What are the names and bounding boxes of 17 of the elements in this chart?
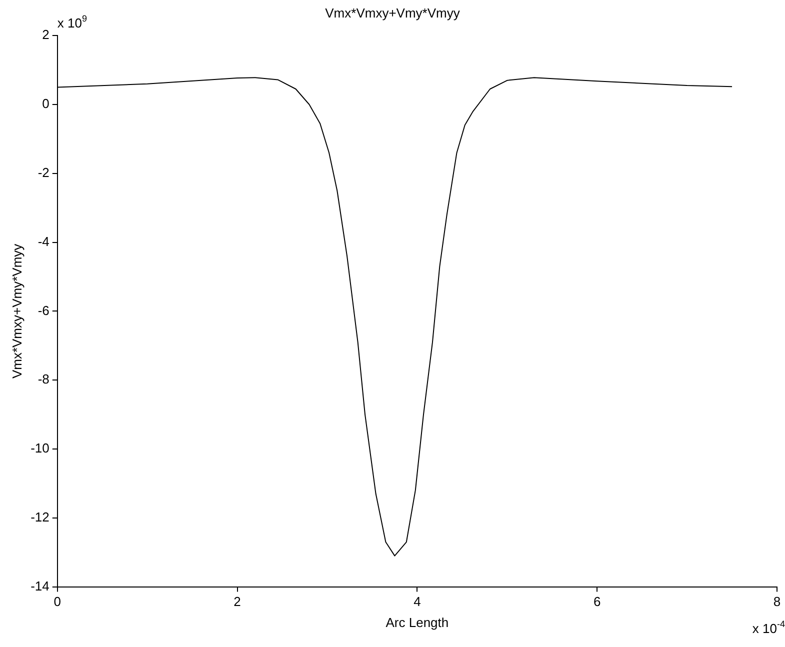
y-tick-label: 0 <box>42 96 50 112</box>
y-tick-label: -12 <box>30 509 50 524</box>
x-tick-label: 2 <box>234 594 241 610</box>
y-tick-label: -8 <box>38 372 50 387</box>
y-tick-label: -2 <box>38 164 50 180</box>
y-tick-label: -4 <box>38 234 50 249</box>
y-tick-label: 2 <box>42 27 50 42</box>
y-tick-label: -10 <box>30 440 50 456</box>
x-tick-label: 0 <box>54 594 62 610</box>
x-tick-label: 8 <box>773 594 781 610</box>
y-axis-title: Vmx*Vmxy+Vmy*Vmyy <box>9 243 24 379</box>
x-tick-label: 4 <box>414 594 421 610</box>
x-tick-label: 6 <box>593 594 601 610</box>
y-tick-label: -14 <box>30 578 50 594</box>
y-tick-label: -6 <box>38 302 50 318</box>
chart-title: Vmx*Vmxy+Vmy*Vmyy <box>325 5 460 20</box>
x-axis-title: Arc Length <box>386 614 449 630</box>
